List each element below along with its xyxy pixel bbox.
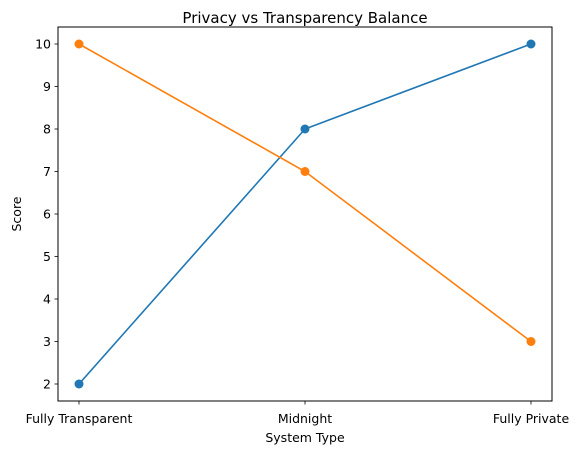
series-layer	[74, 39, 536, 389]
x-axis-title: System Type	[265, 430, 345, 445]
y-tick-label: 10	[35, 37, 51, 52]
y-tick-label: 6	[43, 207, 51, 222]
x-tick-label: Midnight	[278, 411, 332, 426]
y-tick-label: 4	[43, 292, 51, 307]
data-point	[300, 124, 310, 134]
data-point	[526, 337, 536, 346]
y-tick-label: 9	[43, 79, 51, 94]
y-axis-title: Score	[9, 196, 24, 231]
y-axis: 2 3 4 5 6 7 8 9 10	[35, 37, 58, 392]
chart-title: Privacy vs Transparency Balance	[182, 9, 427, 27]
data-point	[526, 39, 536, 49]
x-axis: Fully Transparent Midnight Fully Private	[26, 401, 570, 426]
y-tick-label: 8	[43, 122, 51, 137]
x-tick-label: Fully Private	[493, 411, 570, 426]
series-2	[74, 39, 536, 346]
y-tick-label: 5	[43, 249, 51, 264]
x-tick-label: Fully Transparent	[26, 411, 133, 426]
data-point	[74, 379, 84, 389]
plot-frame	[57, 26, 553, 402]
y-tick-label: 3	[43, 334, 51, 349]
data-point	[74, 39, 84, 49]
series-line	[78, 43, 532, 343]
series-1	[74, 39, 536, 389]
series-line	[78, 43, 532, 385]
data-point	[300, 167, 310, 176]
y-tick-label: 2	[43, 377, 51, 392]
y-tick-label: 7	[43, 164, 51, 179]
